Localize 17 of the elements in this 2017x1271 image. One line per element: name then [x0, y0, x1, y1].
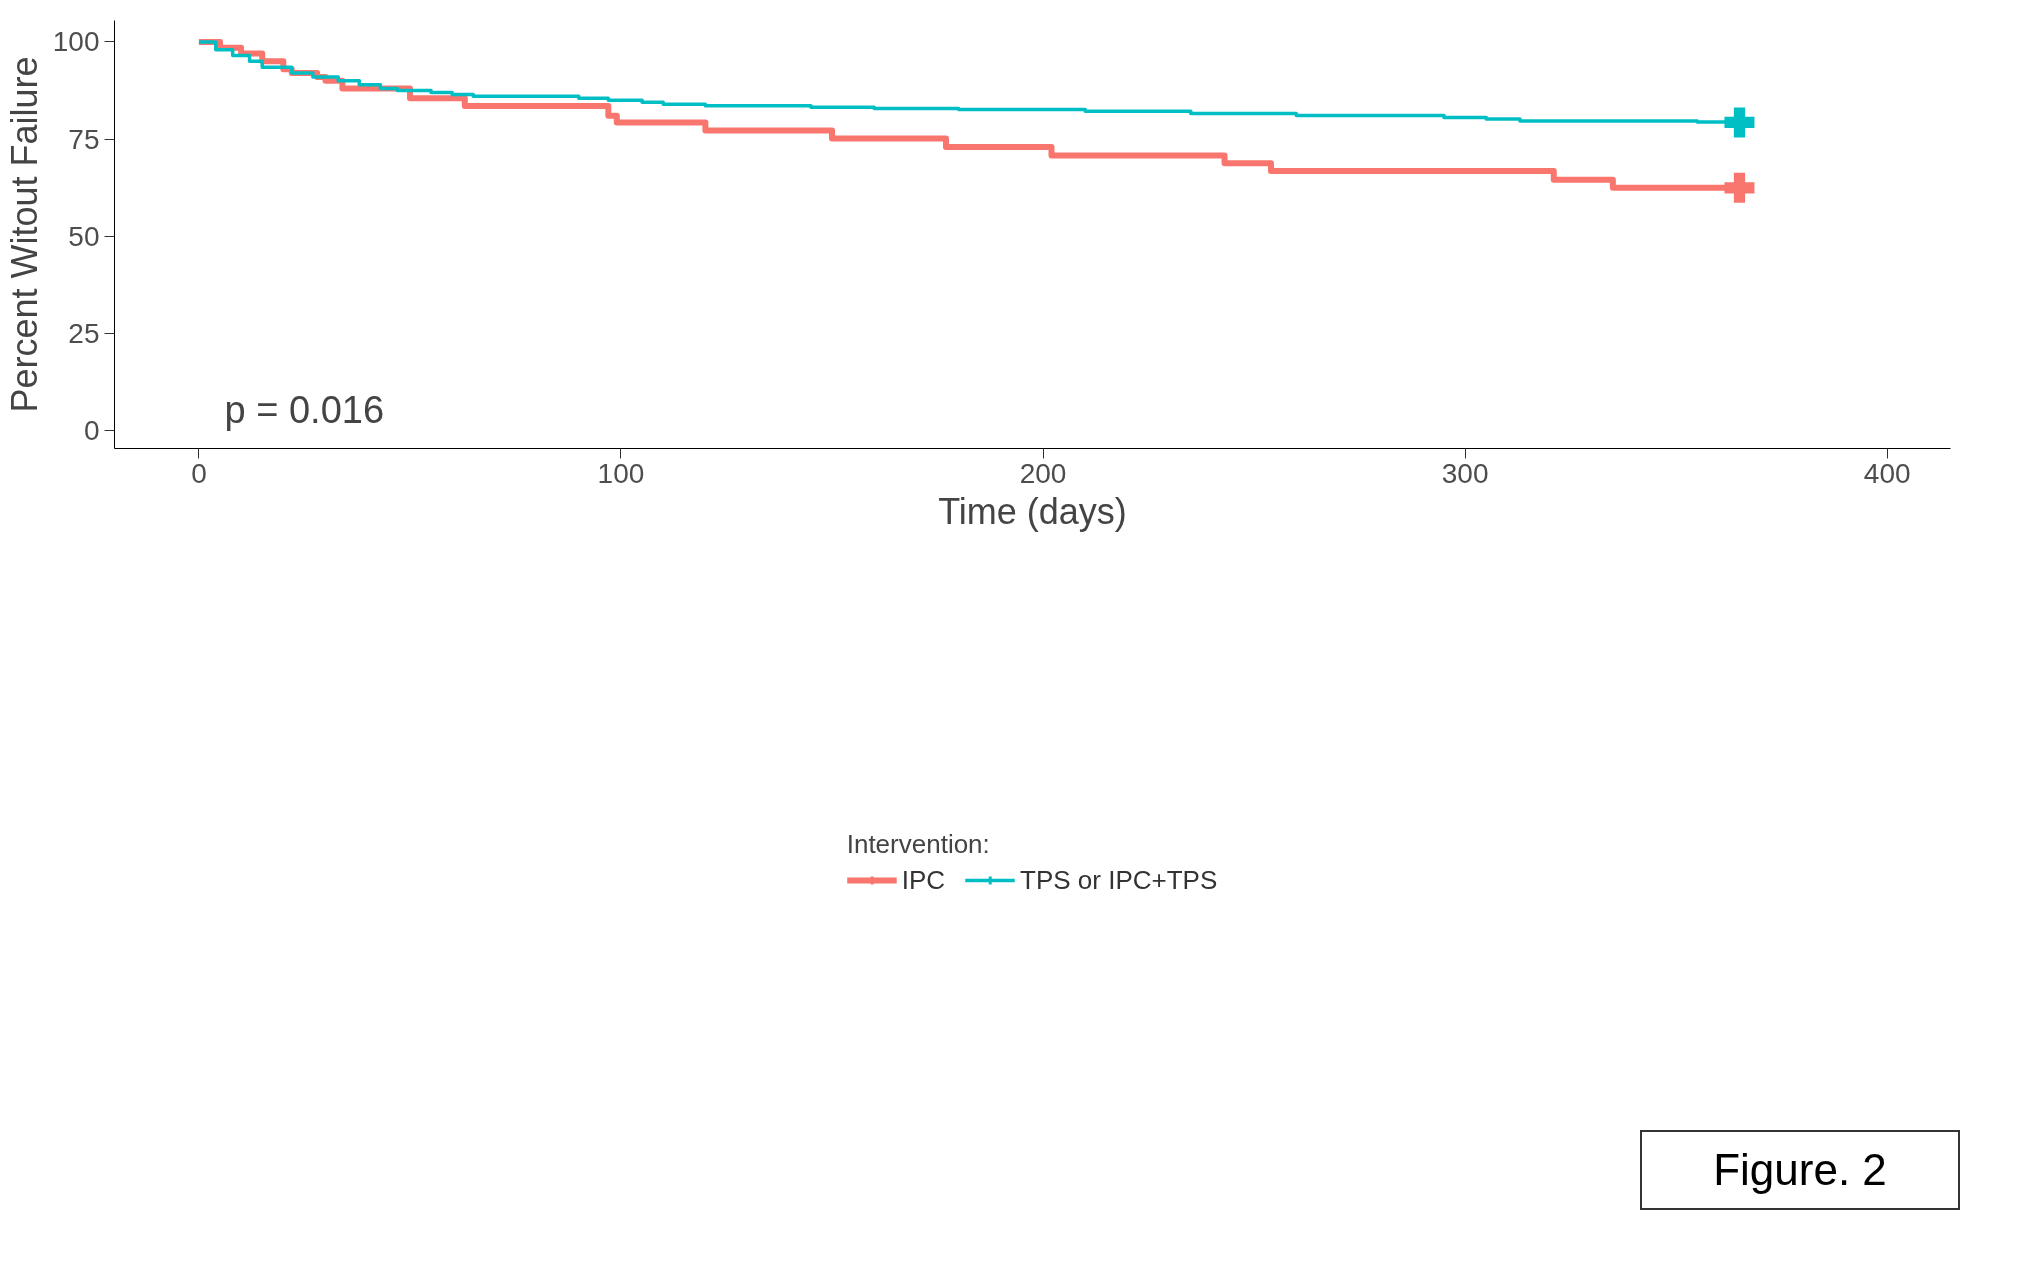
legend-label: TPS or IPC+TPS: [1020, 864, 1218, 896]
annotation: p = 0.016: [224, 388, 385, 431]
x-tick-label: 300: [1441, 457, 1489, 489]
y-tick-label: 50: [68, 220, 100, 252]
x-tick-label: 400: [1863, 457, 1911, 489]
x-tick-label: 200: [1019, 457, 1067, 489]
y-axis-title: Percent Witout Failure: [3, 56, 45, 413]
y-tick-label: 25: [68, 318, 100, 350]
legend-title: Intervention:: [846, 828, 991, 860]
text: Figure. 2: [1713, 1143, 1887, 1196]
y-tick-label: 100: [52, 26, 100, 58]
y-tick-label: 0: [83, 415, 100, 447]
x-tick-label: 100: [597, 457, 645, 489]
x-tick-label: 0: [191, 457, 207, 489]
legend-label: IPC: [901, 864, 946, 896]
x-axis-title: Time (days): [938, 490, 1127, 532]
y-tick-label: 75: [68, 123, 100, 155]
